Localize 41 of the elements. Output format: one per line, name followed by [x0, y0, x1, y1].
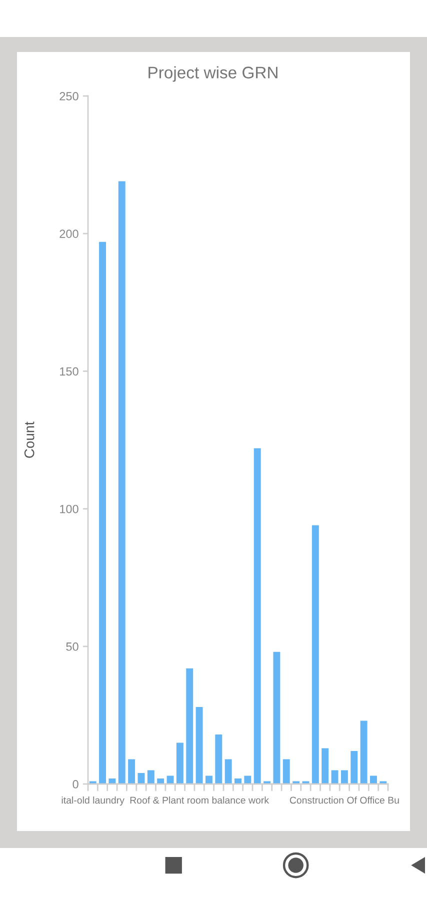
y-tick-label: 0	[72, 780, 78, 788]
x-tick-label: Roof & Plant room balance work	[130, 796, 270, 804]
bar	[244, 776, 252, 784]
x-tick-label: Construction Of Office Bu	[290, 796, 399, 804]
x-tick-label: ital-old laundry	[62, 796, 124, 806]
bar	[312, 525, 319, 784]
bar	[350, 750, 358, 784]
bar	[234, 778, 242, 784]
bar	[196, 706, 203, 784]
bar	[380, 781, 387, 784]
bar	[147, 770, 154, 784]
chart-title: Project wise GRN	[148, 66, 278, 82]
bar	[128, 759, 136, 784]
y-tick-label: 100	[60, 504, 78, 514]
bar	[292, 781, 300, 784]
bar	[99, 242, 106, 784]
bar	[166, 776, 174, 784]
bar	[118, 181, 126, 784]
y-tick-label: 250	[60, 92, 78, 100]
y-tick-label: 150	[60, 367, 78, 376]
y-axis-title: Count	[24, 422, 34, 458]
bar	[108, 778, 116, 784]
bar	[89, 781, 96, 784]
bar	[360, 720, 368, 784]
bar	[157, 778, 164, 784]
bar	[331, 770, 338, 784]
bar	[254, 448, 261, 784]
bar	[224, 759, 232, 784]
bar	[273, 652, 280, 784]
bar	[186, 668, 194, 784]
bar	[138, 772, 145, 784]
bar	[215, 734, 222, 784]
bar	[370, 776, 377, 784]
y-tick-label: 200	[60, 230, 78, 238]
bar	[322, 748, 329, 784]
y-tick-label: 50	[66, 642, 78, 651]
bar	[264, 781, 271, 784]
bar	[340, 770, 348, 784]
bar	[205, 776, 212, 784]
bar	[282, 759, 290, 784]
bar	[176, 742, 184, 784]
